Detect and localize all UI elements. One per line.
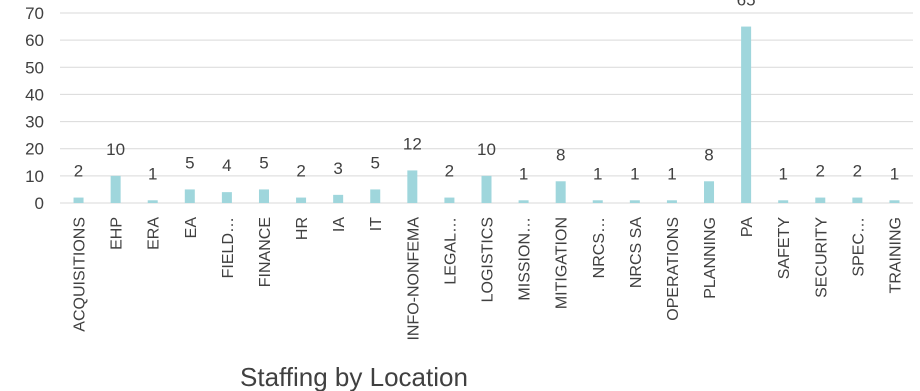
category-label: NRCS SA [628,217,645,288]
data-label: 65 [737,0,756,10]
bar [296,197,307,203]
bar [147,200,158,203]
y-tick-label: 70 [25,4,44,23]
data-label: 1 [667,164,676,183]
bar [481,175,492,203]
y-axis-ticks: 0 10 20 30 40 50 60 70 [25,4,44,213]
bar [370,189,381,203]
data-label: 1 [519,164,528,183]
category-label: NRCS… [591,217,608,278]
category-label: HR [294,217,311,240]
bar [407,170,418,203]
bars [73,26,900,204]
bar [555,181,566,203]
data-label: 12 [403,134,422,153]
bar [704,181,715,203]
data-label: 10 [106,140,125,159]
data-label: 5 [259,153,268,172]
category-label: PA [739,217,756,237]
data-label: 2 [445,162,454,181]
data-label: 2 [816,162,825,181]
category-label: EA [183,217,200,239]
bar [221,192,232,203]
data-label: 2 [853,162,862,181]
bar [184,189,195,203]
data-label: 5 [371,153,380,172]
category-label: ACQUISITIONS [72,217,89,332]
chart-title: Staffing by Location [240,362,468,391]
y-tick-label: 20 [25,140,44,159]
bar [629,200,640,203]
category-label: SECURITY [813,217,830,298]
category-label: MITIGATION [554,217,571,309]
data-label: 8 [704,145,713,164]
bar [110,175,121,203]
bar [666,200,677,203]
data-label: 10 [477,140,496,159]
category-label: SPEC… [850,217,867,277]
category-label: FIELD… [220,217,237,278]
category-label: IA [331,217,348,232]
data-label: 4 [222,156,231,175]
data-label: 2 [74,162,83,181]
data-label: 8 [556,145,565,164]
category-label: EHP [109,217,126,250]
category-label: LOGISTICS [480,217,497,302]
y-tick-label: 60 [25,31,44,50]
data-label: 1 [890,164,899,183]
category-label: INFO-NONFEMA [405,217,422,341]
category-label: PLANNING [702,217,719,299]
bar [815,197,826,203]
category-label: MISSION… [517,217,534,301]
y-tick-label: 30 [25,113,44,132]
bar [333,194,344,203]
bar [258,189,269,203]
data-label: 3 [333,159,342,178]
category-label: FINANCE [257,217,274,287]
data-label: 1 [593,164,602,183]
bar [518,200,529,203]
category-label: OPERATIONS [665,217,682,321]
y-tick-label: 10 [25,167,44,186]
category-label: ERA [146,217,163,250]
bar [444,197,455,203]
category-labels: ACQUISITIONS EHP ERA EA FIELD… FINANCE HR IA IT I… [72,217,905,341]
bar [852,197,863,203]
bar [889,200,900,203]
category-label: SAFETY [776,217,793,280]
category-label: LEGAL… [442,217,459,285]
data-label: 5 [185,153,194,172]
data-label: 1 [630,164,639,183]
category-label: IT [368,217,385,231]
y-tick-label: 0 [35,194,44,213]
data-label: 2 [296,162,305,181]
bar [778,200,789,203]
y-tick-label: 50 [25,58,44,77]
bar [73,197,84,203]
category-label: TRAINING [887,217,904,293]
data-label: 1 [778,164,787,183]
bar [741,26,752,204]
gridlines [60,12,913,204]
y-tick-label: 40 [25,85,44,104]
bar [592,200,603,203]
data-label: 1 [148,164,157,183]
